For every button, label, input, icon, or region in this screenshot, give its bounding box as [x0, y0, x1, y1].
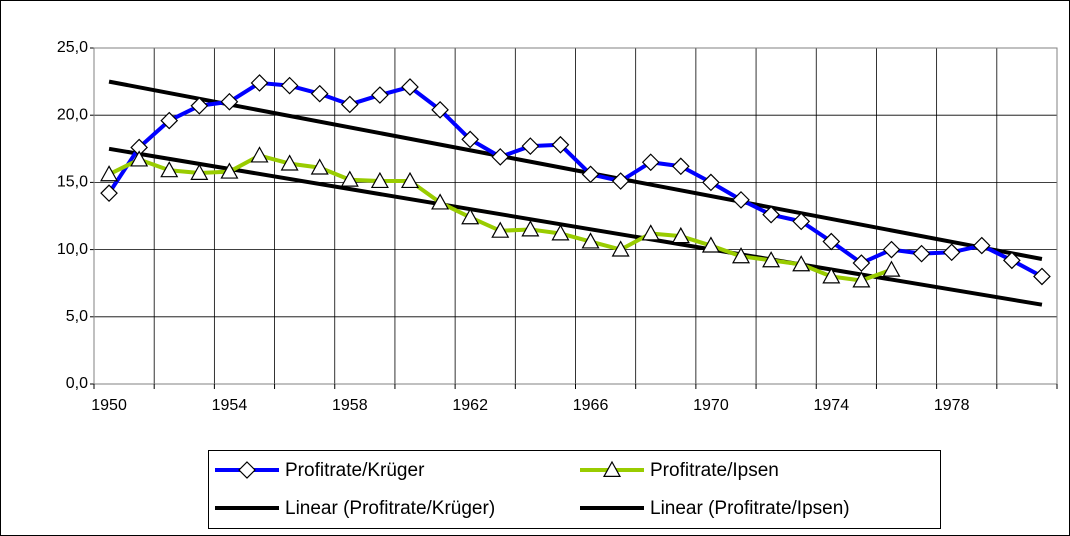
diamond-marker: [641, 153, 660, 172]
x-tick-label: 1958: [332, 397, 368, 414]
diamond-marker: [1003, 251, 1021, 270]
x-tick-label: 1974: [814, 397, 850, 414]
diamond-marker: [238, 461, 256, 479]
diamond-marker: [972, 236, 991, 255]
triangle-marker: [551, 224, 570, 241]
triangle-marker: [701, 236, 720, 253]
x-tick-label: 1970: [693, 397, 729, 414]
triangle-marker: [250, 146, 269, 163]
diamond-marker: [581, 165, 600, 184]
triangle-marker: [822, 267, 841, 284]
triangle-marker: [100, 165, 119, 182]
y-tick-label: 0,0: [66, 375, 88, 392]
triangle-marker: [220, 162, 239, 179]
triangle-marker: [160, 161, 179, 178]
legend-text: Linear (Profitrate/Krüger): [285, 498, 495, 519]
diamond-marker: [732, 191, 750, 209]
legend-box: [208, 450, 941, 529]
x-tick-label: 1978: [934, 397, 970, 414]
legend-text: Linear (Profitrate/Ipsen): [650, 498, 850, 519]
diamond-marker: [611, 172, 630, 190]
diamond-marker: [310, 84, 329, 103]
triangle-marker: [370, 171, 389, 189]
diamond-marker: [762, 205, 780, 224]
diamond-marker: [551, 135, 570, 154]
triangle-marker: [461, 208, 480, 225]
diamond-marker: [220, 92, 239, 111]
diamond-marker: [401, 78, 419, 96]
x-tick-label: 1962: [452, 397, 488, 414]
triangle-marker: [882, 260, 901, 277]
diamond-marker: [250, 74, 269, 92]
triangle-marker: [491, 221, 510, 238]
diamond-marker: [280, 76, 299, 95]
diamond-marker: [371, 86, 389, 104]
y-tick-label: 20,0: [57, 106, 88, 123]
diamond-marker: [882, 240, 901, 259]
triangle-marker: [852, 271, 871, 288]
diamond-marker: [100, 184, 118, 203]
triangle-marker: [190, 163, 209, 180]
triangle-marker: [280, 154, 299, 171]
triangle-marker: [641, 224, 660, 241]
x-tick-label: 1950: [91, 397, 127, 414]
diamond-marker: [792, 212, 811, 231]
y-tick-label: 15,0: [57, 174, 88, 191]
diamond-marker: [822, 232, 841, 251]
x-tick-label: 1966: [573, 397, 609, 414]
diamond-marker: [491, 148, 510, 166]
diamond-marker: [431, 100, 449, 119]
triangle-marker: [611, 240, 630, 257]
diamond-marker: [942, 243, 961, 262]
triangle-marker: [310, 158, 329, 175]
y-tick-label: 5,0: [66, 308, 88, 325]
y-tick-label: 25,0: [57, 39, 88, 56]
diamond-marker: [160, 111, 179, 130]
diamond-marker: [461, 130, 480, 149]
diamond-marker: [190, 96, 209, 115]
triangle-marker: [792, 255, 811, 272]
diamond-marker: [912, 244, 931, 263]
diamond-marker: [1033, 267, 1051, 286]
triangle-marker: [521, 220, 540, 237]
triangle-marker: [581, 232, 600, 249]
triangle-marker: [400, 171, 420, 189]
legend-text: Profitrate/Ipsen: [650, 460, 779, 481]
triangle-marker: [431, 193, 450, 210]
diamond-marker: [671, 157, 690, 176]
diamond-marker: [702, 173, 720, 192]
triangle-marker: [671, 226, 690, 244]
triangle-marker: [340, 170, 359, 187]
diamond-marker: [852, 254, 871, 272]
trendline: [108, 146, 1043, 307]
triangle-marker: [602, 460, 622, 477]
diamond-marker: [521, 137, 540, 155]
diamond-marker: [340, 95, 359, 114]
legend-text: Profitrate/Krüger: [285, 460, 425, 481]
y-tick-label: 10,0: [57, 241, 88, 258]
triangle-marker: [130, 150, 149, 167]
trendline: [108, 79, 1043, 261]
triangle-marker: [762, 251, 781, 268]
triangle-marker: [731, 247, 751, 264]
x-tick-label: 1954: [212, 397, 248, 414]
